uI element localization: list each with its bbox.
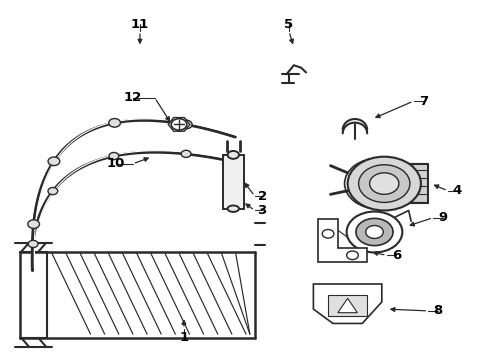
Circle shape <box>181 150 191 157</box>
Polygon shape <box>338 298 357 313</box>
Bar <box>223 155 244 209</box>
Circle shape <box>346 251 358 260</box>
Text: 11: 11 <box>131 18 149 31</box>
Text: 10: 10 <box>106 157 125 170</box>
Circle shape <box>28 240 38 248</box>
Circle shape <box>171 119 187 130</box>
Text: 9: 9 <box>439 211 447 224</box>
Circle shape <box>346 212 402 252</box>
Polygon shape <box>318 220 367 262</box>
Polygon shape <box>314 284 382 323</box>
Text: 6: 6 <box>392 249 401 262</box>
Polygon shape <box>168 118 190 131</box>
Text: 12: 12 <box>123 91 142 104</box>
Circle shape <box>356 219 393 246</box>
Circle shape <box>180 120 192 129</box>
Text: 3: 3 <box>257 204 267 217</box>
Circle shape <box>359 165 410 202</box>
Ellipse shape <box>227 206 239 212</box>
Text: 1: 1 <box>179 331 189 344</box>
Circle shape <box>48 157 60 166</box>
Circle shape <box>28 220 40 228</box>
Circle shape <box>48 188 58 195</box>
Circle shape <box>347 157 421 211</box>
Ellipse shape <box>227 151 239 159</box>
Circle shape <box>109 152 119 159</box>
Text: 8: 8 <box>433 305 442 318</box>
Circle shape <box>366 226 383 238</box>
Circle shape <box>322 229 334 238</box>
Circle shape <box>344 158 414 209</box>
Text: 5: 5 <box>284 18 294 31</box>
Circle shape <box>109 118 121 127</box>
Text: 7: 7 <box>419 95 428 108</box>
Bar <box>384 164 428 203</box>
Polygon shape <box>328 295 367 316</box>
Text: 2: 2 <box>258 190 267 203</box>
Circle shape <box>369 173 399 194</box>
Text: 4: 4 <box>453 184 462 197</box>
